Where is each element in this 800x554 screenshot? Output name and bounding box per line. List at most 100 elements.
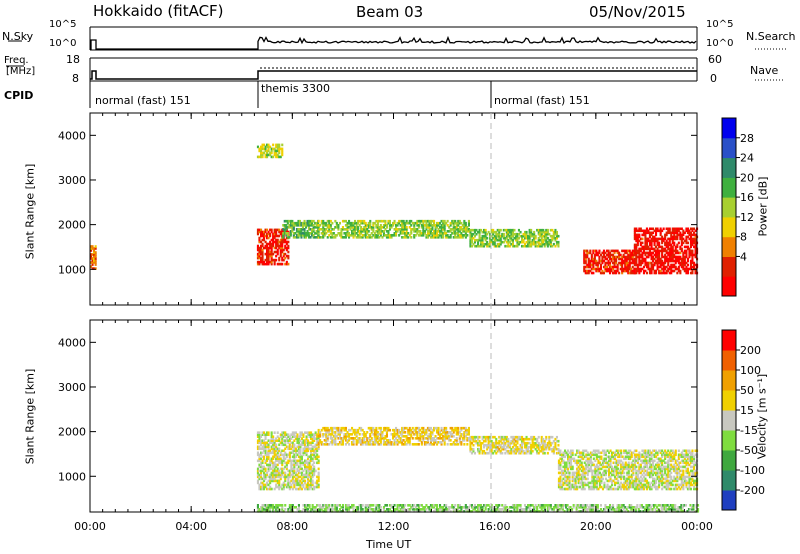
heatmap-cell: [622, 255, 625, 259]
heatmap-cell: [623, 481, 626, 485]
heatmap-cell: [443, 437, 446, 440]
heatmap-cell: [297, 224, 300, 227]
heatmap-cell: [636, 457, 639, 461]
heatmap-cell: [317, 441, 320, 444]
heatmap-cell: [674, 267, 677, 271]
heatmap-cell: [527, 449, 530, 453]
heatmap-cell: [693, 227, 696, 231]
heatmap-cell: [507, 441, 510, 445]
heatmap-cell: [668, 239, 671, 243]
heatmap-cell: [659, 265, 662, 269]
heatmap-cell: [492, 240, 495, 244]
heatmap-cell: [284, 479, 287, 483]
heatmap-cell: [269, 485, 272, 489]
heatmap-cell: [525, 445, 528, 449]
heatmap-cell: [639, 485, 642, 489]
heatmap-cell: [627, 477, 630, 481]
heatmap-cell: [460, 228, 463, 231]
heatmap-cell: [615, 463, 618, 467]
heatmap-cell: [284, 447, 287, 451]
heatmap-cell: [564, 479, 567, 483]
heatmap-cell: [565, 467, 568, 471]
heatmap-cell: [326, 224, 329, 227]
heatmap-cell: [273, 463, 276, 467]
heatmap-cell: [539, 238, 542, 242]
heatmap-cell: [310, 479, 313, 483]
heatmap-cell: [602, 255, 605, 259]
heatmap-cell: [633, 271, 636, 275]
heatmap-cell: [369, 441, 372, 444]
heatmap-cell: [322, 433, 325, 436]
heatmap-cell: [279, 248, 282, 252]
heatmap-cell: [422, 226, 425, 229]
heatmap-cell: [385, 443, 388, 446]
heatmap-cell: [264, 473, 267, 477]
heatmap-cell: [405, 228, 408, 231]
heatmap-cell: [665, 245, 668, 249]
heatmap-cell: [583, 257, 586, 261]
heatmap-cell: [592, 265, 595, 269]
heatmap-cell: [571, 467, 574, 471]
heatmap-cell: [349, 226, 352, 229]
heatmap-cell: [596, 269, 599, 273]
heatmap-cell: [373, 441, 376, 444]
heatmap-cell: [661, 459, 664, 463]
heatmap-cell: [311, 439, 314, 442]
heatmap-cell: [486, 447, 489, 451]
heatmap-cell: [272, 155, 275, 159]
heatmap-cell: [458, 439, 461, 442]
heatmap-cell: [623, 477, 626, 481]
heatmap-cell: [644, 473, 647, 477]
heatmap-cell: [662, 269, 665, 273]
heatmap-cell: [629, 465, 632, 469]
heatmap-cell: [300, 228, 303, 231]
heatmap-cell: [621, 465, 624, 469]
heatmap-cell: [560, 469, 563, 473]
heatmap-cell: [677, 261, 680, 265]
heatmap-cell: [662, 453, 665, 457]
heatmap-cell: [478, 236, 481, 240]
heatmap-cell: [425, 431, 428, 434]
heatmap-cell: [655, 271, 658, 275]
heatmap-cell: [680, 241, 683, 245]
heatmap-cell: [593, 259, 596, 263]
heatmap-cell: [629, 449, 632, 453]
heatmap-cell: [355, 433, 358, 436]
heatmap-cell: [395, 230, 398, 233]
heatmap-cell: [422, 230, 425, 233]
heatmap-cell: [402, 219, 405, 223]
heatmap-cell: [319, 236, 322, 239]
heatmap-cell: [650, 263, 653, 267]
heatmap-cell: [674, 237, 677, 241]
heatmap-cell: [410, 230, 413, 233]
heatmap-cell: [382, 441, 385, 444]
heatmap-cell: [320, 228, 323, 231]
heatmap-cell: [552, 242, 555, 246]
heatmap-cell: [291, 435, 294, 438]
heatmap-cell: [653, 261, 656, 265]
heatmap-cell: [645, 265, 648, 269]
heatmap-cell: [317, 236, 320, 239]
heatmap-cell: [629, 483, 632, 487]
heatmap-cell: [533, 238, 536, 242]
heatmap-cell: [395, 226, 398, 229]
heatmap-cell: [652, 473, 655, 477]
heatmap-cell: [382, 226, 385, 229]
heatmap-cell: [266, 228, 269, 232]
heatmap-cell: [524, 232, 527, 236]
heatmap-cell: [667, 455, 670, 459]
heatmap-cell: [600, 481, 603, 485]
heatmap-cell: [638, 467, 641, 471]
heatmap-cell: [571, 483, 574, 487]
heatmap-cell: [527, 447, 530, 451]
heatmap-cell: [603, 469, 606, 473]
heatmap-cell: [276, 250, 279, 254]
heatmap-cell: [266, 246, 269, 250]
heatmap-cell: [312, 228, 315, 231]
heatmap-cell: [285, 467, 288, 471]
heatmap-cell: [281, 151, 284, 155]
heatmap-cell: [568, 481, 571, 485]
heatmap-cell: [658, 475, 661, 479]
heatmap-cell: [388, 439, 391, 442]
heatmap-cell: [689, 251, 692, 255]
